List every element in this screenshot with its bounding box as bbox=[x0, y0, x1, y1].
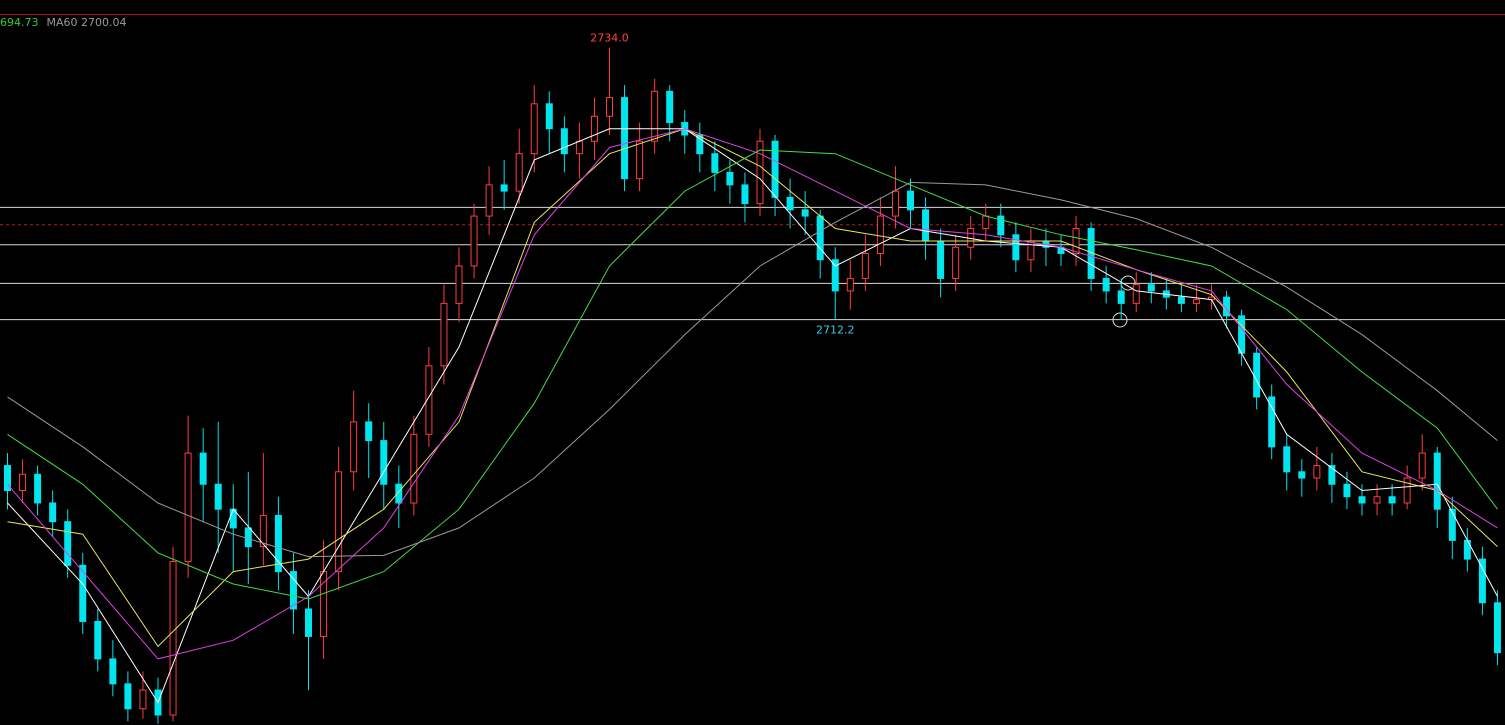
candle-body bbox=[1418, 452, 1426, 479]
candle-body bbox=[64, 521, 72, 566]
candle-body bbox=[1373, 496, 1381, 504]
ma-line bbox=[7, 128, 1498, 648]
candle-body bbox=[485, 184, 493, 217]
candle-body bbox=[515, 153, 523, 192]
candle-body bbox=[289, 571, 297, 610]
candle-body bbox=[651, 90, 659, 142]
candle-body bbox=[79, 564, 87, 622]
candle-body bbox=[500, 184, 508, 192]
candle-body bbox=[214, 483, 222, 510]
candle-body bbox=[636, 140, 644, 180]
candle-body bbox=[365, 421, 373, 442]
candle-body bbox=[937, 240, 945, 279]
candle-body bbox=[94, 620, 102, 660]
legend-text: MA60 2700.04 bbox=[47, 16, 127, 29]
candle-body bbox=[410, 433, 418, 504]
candle-body bbox=[771, 140, 779, 198]
candle-body bbox=[1027, 240, 1035, 261]
candle-body bbox=[1072, 228, 1080, 254]
candle-body bbox=[470, 215, 478, 267]
candle-body bbox=[440, 302, 448, 367]
candle-body bbox=[530, 103, 538, 155]
candle-body bbox=[1132, 284, 1140, 304]
candle-body bbox=[997, 215, 1005, 236]
candle-body bbox=[350, 421, 358, 473]
candle-body bbox=[1493, 602, 1501, 654]
candle-body bbox=[1147, 284, 1155, 292]
candle-body bbox=[846, 277, 854, 292]
candle-body bbox=[1192, 299, 1200, 304]
candle-body bbox=[380, 440, 388, 485]
candle-body bbox=[726, 171, 734, 186]
candle-body bbox=[1388, 496, 1396, 504]
candle-body bbox=[1448, 508, 1456, 541]
candle-body bbox=[139, 689, 147, 710]
ma-line bbox=[7, 149, 1498, 600]
candle-body bbox=[19, 473, 27, 491]
candle-body bbox=[756, 140, 764, 205]
candle-body bbox=[801, 209, 809, 217]
candle-body bbox=[4, 465, 11, 491]
candle-body bbox=[891, 190, 899, 217]
candle-body bbox=[274, 514, 282, 573]
candle-body bbox=[455, 265, 463, 304]
candle-body bbox=[395, 483, 403, 504]
candle-body bbox=[831, 259, 839, 292]
legend-text: 694.73 bbox=[0, 16, 39, 29]
candle-body bbox=[816, 215, 824, 261]
candle-body bbox=[1253, 352, 1261, 398]
ma-line bbox=[7, 128, 1498, 704]
candle-body bbox=[259, 514, 267, 548]
candle-body bbox=[1117, 290, 1125, 304]
candle-body bbox=[922, 209, 930, 242]
candle-body bbox=[169, 561, 177, 716]
candle-body bbox=[49, 502, 57, 523]
candle-body bbox=[1298, 471, 1306, 479]
candle-body bbox=[952, 246, 960, 279]
candle-body bbox=[907, 190, 914, 211]
candle-body bbox=[1268, 396, 1276, 448]
candle-body bbox=[199, 452, 207, 485]
candle-body bbox=[1478, 558, 1486, 604]
candle-body bbox=[1433, 452, 1441, 510]
candle-body bbox=[1358, 496, 1366, 504]
candle-body bbox=[590, 115, 598, 142]
candle-body bbox=[621, 97, 629, 180]
candle-body bbox=[575, 140, 583, 155]
price-annotation: 2712.2 bbox=[816, 324, 855, 337]
candle-body bbox=[666, 90, 674, 124]
candle-body bbox=[124, 683, 132, 710]
ma-line bbox=[7, 181, 1498, 558]
candle-body bbox=[1102, 277, 1110, 292]
candle-body bbox=[560, 128, 568, 155]
candle-body bbox=[982, 215, 990, 230]
candle-body bbox=[244, 527, 252, 548]
candle-body bbox=[425, 365, 433, 435]
candle-body bbox=[696, 134, 704, 155]
candle-body bbox=[34, 473, 42, 504]
candle-body bbox=[1177, 296, 1185, 304]
candle-body bbox=[786, 196, 794, 211]
candle-body bbox=[741, 184, 749, 205]
candle-body bbox=[1238, 315, 1246, 354]
candle-body bbox=[1012, 234, 1020, 261]
candle-body bbox=[305, 608, 312, 637]
candle-body bbox=[1343, 483, 1351, 498]
ma-line bbox=[7, 128, 1498, 660]
candle-body bbox=[184, 452, 192, 563]
candle-body bbox=[545, 103, 553, 130]
price-annotation: 2734.0 bbox=[590, 32, 629, 45]
candle-body bbox=[1283, 446, 1291, 473]
candle-body bbox=[1403, 477, 1411, 504]
candle-body bbox=[109, 658, 117, 685]
candle-body bbox=[711, 153, 719, 173]
candle-body bbox=[1328, 465, 1336, 485]
candle-body bbox=[876, 215, 884, 254]
candle-body bbox=[861, 252, 869, 279]
candle-body bbox=[606, 97, 613, 117]
candle-body bbox=[1313, 465, 1321, 479]
candle-body bbox=[335, 471, 343, 573]
